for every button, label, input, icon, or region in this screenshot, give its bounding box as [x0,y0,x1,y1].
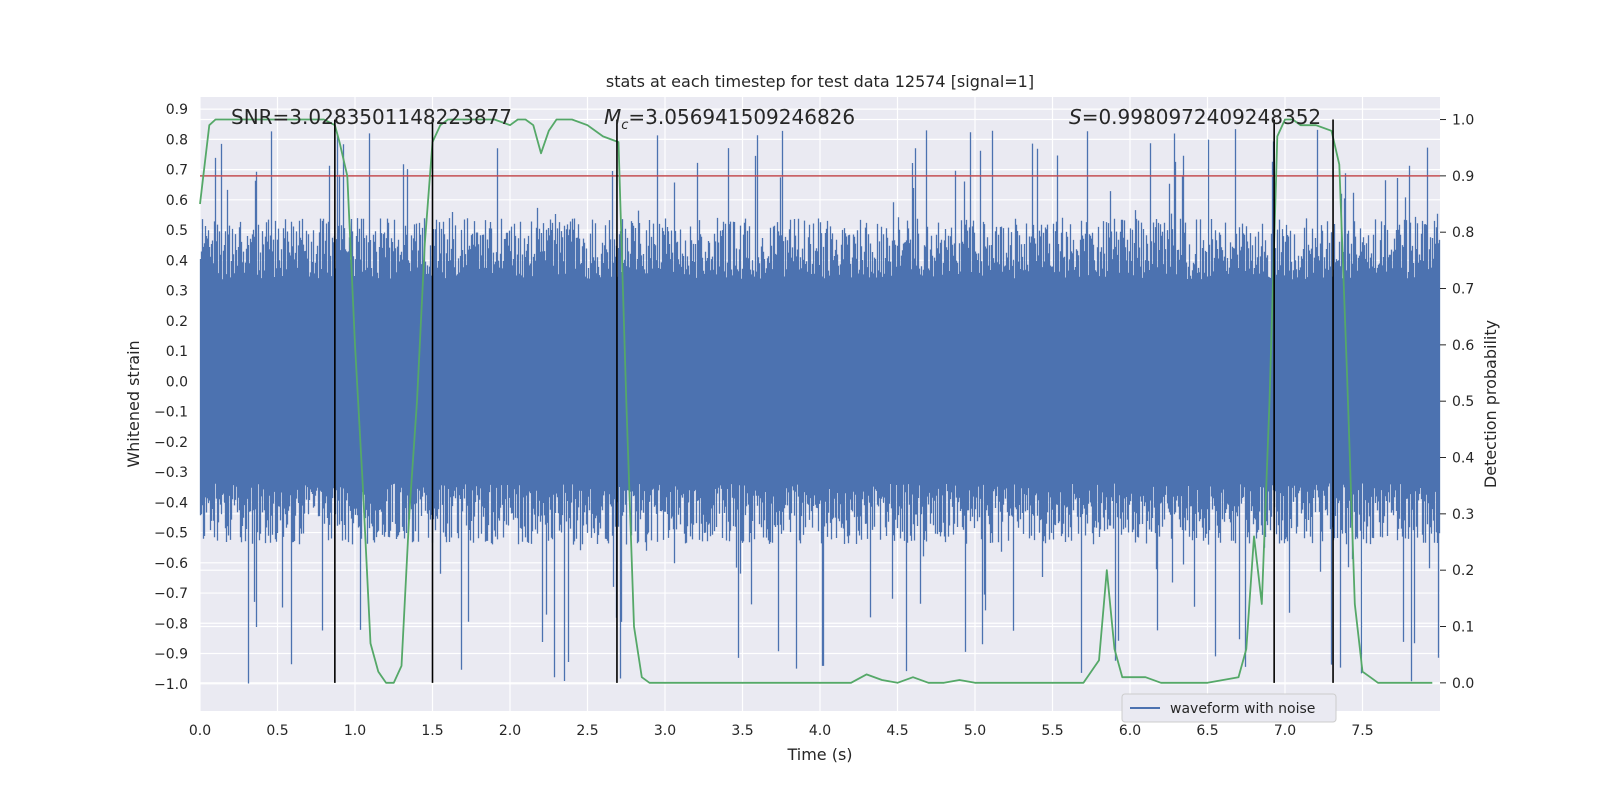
y-tick-label: −0.2 [154,435,188,451]
y-tick-label: 0.7 [166,163,188,179]
chirp-mass-subscript: c [621,118,628,133]
y-tick-label: 0.6 [166,193,188,209]
y-axis-label: Whitened strain [124,340,143,467]
snr-annotation: SNR=3.0283501148223877 [231,105,512,129]
chart-title: stats at each timestep for test data 125… [606,72,1034,91]
y-right-tick-label: 0.7 [1452,282,1474,298]
x-tick-label: 3.5 [731,723,753,739]
x-tick-label: 7.5 [1351,723,1373,739]
waveform-series [199,129,1441,684]
waveform-trace [199,129,1441,684]
y-right-tick-label: 0.2 [1452,563,1474,579]
y-tick-label: 0.4 [166,253,188,269]
y-tick-label: 0.8 [166,132,188,148]
probability-series [199,118,1433,684]
x-tick-label: 7.0 [1274,723,1296,739]
y-tick-label: −1.0 [154,677,188,693]
x-tick-label: 6.5 [1196,723,1218,739]
y-tick-label: −0.8 [154,616,188,632]
y-tick-label: 0.5 [166,223,188,239]
y-tick-label: −0.1 [154,405,188,421]
y-tick-label: 0.2 [166,314,188,330]
s-annotation: S=0.9980972409248352 [1069,105,1321,129]
x-tick-label: 4.5 [886,723,908,739]
y-right-tick-label: 1.0 [1452,113,1474,129]
y-right-tick-label: 0.5 [1452,394,1474,410]
y-tick-label: −0.6 [154,556,188,572]
s-value: =0.9980972409248352 [1082,105,1321,129]
x-tick-label: 3.0 [654,723,676,739]
y-tick-label: 0.9 [166,102,188,118]
x-tick-label: 0.5 [266,723,288,739]
y-tick-label: −0.9 [154,647,188,663]
x-tick-label: 5.0 [964,723,986,739]
chirp-mass-value: =3.056941509246826 [628,105,855,129]
x-tick-label: 5.5 [1041,723,1063,739]
legend-label-waveform: waveform with noise [1170,701,1315,717]
x-tick-label: 0.0 [189,723,211,739]
legend: waveform with noise [1121,693,1337,723]
y-tick-label: −0.4 [154,495,188,511]
x-tick-label: 2.5 [576,723,598,739]
x-tick-label: 4.0 [809,723,831,739]
y-right-tick-label: 0.9 [1452,169,1474,185]
y-tick-label: −0.3 [154,465,188,481]
y-axis-right-label: Detection probability [1481,320,1500,488]
x-tick-label: 2.0 [499,723,521,739]
tick-labels: 0.0 0.5 1.0 1.5 2.0 2.5 3.0 3.5 4.0 4.5 5.0 5.5 6.0 6… [154,102,1474,739]
legend-box [1121,693,1337,723]
y-right-tick-label: 0.3 [1452,507,1474,523]
y-right-tick-label: 0.6 [1452,338,1474,354]
probability-trace [199,118,1433,684]
y-tick-label: 0.1 [166,344,188,360]
s-symbol: S [1069,105,1082,129]
y-tick-label: 0.3 [166,284,188,300]
y-tick-label: −0.5 [154,526,188,542]
chirp-mass-symbol: M [604,105,621,129]
chirp-mass-annotation: Mc=3.056941509246826 [604,105,855,133]
y-right-tick-label: 0.1 [1452,620,1474,636]
vertical-markers [334,119,1334,683]
y-right-tick-label: 0.4 [1452,451,1474,467]
x-tick-label: 6.0 [1119,723,1141,739]
x-tick-label: 1.5 [421,723,443,739]
x-axis-label: Time (s) [786,745,852,764]
x-tick-label: 1.0 [344,723,366,739]
y-right-tick-label: 0.8 [1452,225,1474,241]
y-right-tick-label: 0.0 [1452,676,1474,692]
y-tick-label: 0.0 [166,374,188,390]
y-tick-label: −0.7 [154,586,188,602]
